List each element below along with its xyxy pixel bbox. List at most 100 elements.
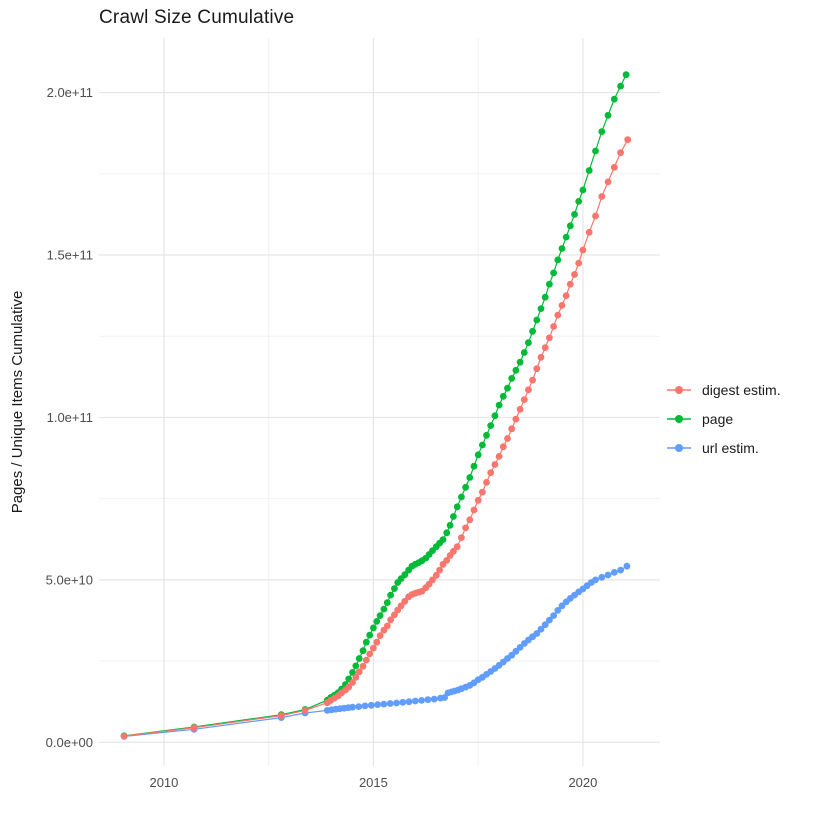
- data-point-page: [495, 401, 503, 409]
- y-tick-label: 1.5e+11: [47, 248, 93, 263]
- data-point-page: [575, 198, 583, 205]
- data-point-digest-estim: [401, 597, 409, 605]
- data-point-digest-estim: [120, 732, 128, 740]
- legend-label: url estim.: [702, 439, 759, 456]
- data-point-digest-estim: [359, 662, 367, 670]
- data-point-digest-estim: [624, 136, 632, 144]
- data-point-page: [604, 111, 612, 119]
- data-point-digest-estim: [301, 707, 309, 714]
- legend-item-digest-estim: digest estim.: [666, 380, 781, 399]
- data-point-page: [359, 647, 367, 655]
- data-point-page: [499, 392, 507, 400]
- data-point-digest-estim: [450, 547, 457, 555]
- data-point-page: [450, 513, 457, 520]
- data-point-digest-estim: [579, 246, 587, 254]
- data-point-url-estim: [355, 703, 363, 710]
- data-point-url-estim: [533, 630, 541, 637]
- data-point-digest-estim: [541, 344, 549, 351]
- data-point-url-estim: [386, 700, 394, 707]
- data-point-page: [516, 358, 524, 366]
- data-point-url-estim: [554, 607, 562, 614]
- data-point-page: [592, 147, 599, 155]
- data-point-digest-estim: [190, 724, 198, 732]
- data-point-digest-estim: [470, 506, 478, 514]
- legend-dot-icon: [675, 414, 683, 423]
- data-point-digest-estim: [550, 323, 557, 330]
- data-point-digest-estim: [370, 644, 377, 652]
- data-point-digest-estim: [474, 496, 482, 504]
- legend-item-url-estim: url estim.: [666, 438, 781, 457]
- data-point-digest-estim: [462, 524, 469, 532]
- data-point-page: [537, 305, 545, 312]
- data-point-digest-estim: [366, 650, 374, 658]
- data-point-digest-estim: [432, 571, 440, 579]
- data-point-digest-estim: [504, 435, 511, 442]
- data-point-page: [462, 483, 469, 491]
- data-point-digest-estim: [453, 543, 461, 551]
- data-point-page: [566, 222, 574, 230]
- data-point-url-estim: [604, 571, 612, 579]
- data-point-digest-estim: [352, 673, 360, 681]
- data-point-page: [391, 585, 398, 592]
- data-point-url-estim: [546, 616, 553, 624]
- data-point-digest-estim: [554, 311, 562, 319]
- data-point-page: [383, 599, 391, 606]
- data-point-page: [571, 211, 578, 218]
- data-point-digest-estim: [610, 163, 618, 171]
- legend-item-page: page: [666, 409, 781, 428]
- data-point-digest-estim: [525, 386, 532, 394]
- data-point-page: [554, 256, 562, 264]
- legend-label: page: [702, 410, 734, 427]
- data-point-digest-estim: [349, 679, 356, 686]
- data-point-digest-estim: [495, 453, 503, 460]
- data-point-url-estim: [592, 576, 599, 584]
- data-point-url-estim: [424, 696, 432, 704]
- data-point-page: [453, 503, 461, 511]
- data-point-digest-estim: [436, 566, 443, 574]
- data-point-page: [376, 612, 384, 619]
- data-point-url-estim: [393, 699, 400, 707]
- data-point-url-estim: [374, 701, 381, 708]
- data-point-page: [529, 327, 536, 335]
- data-point-digest-estim: [391, 611, 398, 619]
- data-point-digest-estim: [362, 656, 370, 664]
- data-point-page: [550, 269, 557, 277]
- data-point-page: [387, 591, 394, 599]
- data-point-url-estim: [405, 698, 413, 706]
- data-point-digest-estim: [533, 365, 541, 373]
- data-point-page: [579, 186, 587, 194]
- legend-key-digest: [666, 380, 692, 399]
- data-point-digest-estim: [458, 534, 465, 541]
- legend-key-page: [666, 409, 692, 428]
- data-point-page: [487, 422, 495, 429]
- data-point-page: [355, 655, 363, 662]
- data-point-digest-estim: [546, 334, 553, 342]
- data-point-page: [474, 451, 482, 459]
- data-point-digest-estim: [512, 415, 520, 423]
- data-point-digest-estim: [520, 396, 528, 403]
- data-point-page: [622, 71, 630, 79]
- data-point-page: [504, 384, 511, 392]
- data-point-page: [512, 366, 520, 374]
- data-point-digest-estim: [383, 622, 391, 630]
- data-point-page: [443, 529, 451, 537]
- data-point-url-estim: [430, 695, 438, 703]
- x-tick-label: 2010: [149, 775, 178, 790]
- data-point-digest-estim: [575, 259, 583, 267]
- data-point-digest-estim: [537, 353, 545, 361]
- y-tick-label: 0.0e+00: [46, 735, 93, 750]
- data-point-page: [373, 618, 381, 625]
- data-point-url-estim: [367, 701, 375, 709]
- data-point-digest-estim: [516, 405, 524, 413]
- data-point-page: [562, 233, 570, 241]
- data-point-page: [352, 662, 360, 670]
- data-point-url-estim: [418, 697, 425, 704]
- x-tick-label: 2020: [568, 775, 597, 790]
- data-point-digest-estim: [604, 178, 612, 186]
- data-point-page: [466, 474, 474, 481]
- data-point-digest-estim: [558, 302, 566, 309]
- data-point-page: [479, 441, 486, 449]
- data-point-digest-estim: [508, 425, 516, 433]
- data-point-page: [585, 167, 593, 174]
